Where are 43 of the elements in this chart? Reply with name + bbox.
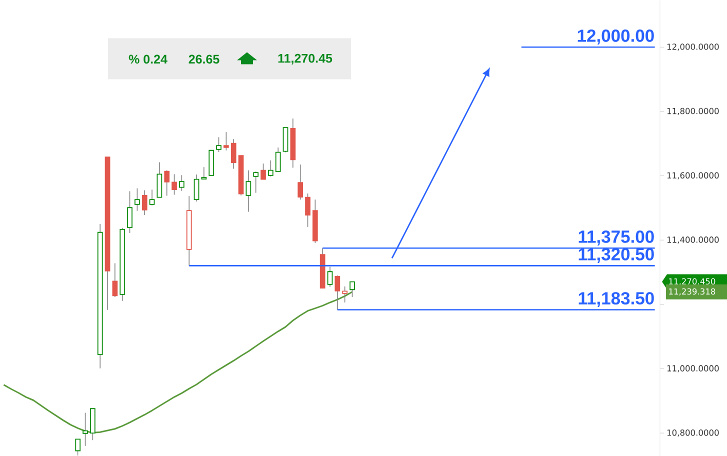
candlestick: [224, 131, 229, 151]
candlestick: [82, 412, 88, 446]
ref-line-label: 12,000.00: [578, 29, 654, 44]
candlestick: [334, 274, 340, 310]
candlestick: [142, 190, 148, 216]
text: 11,239.318: [669, 288, 716, 296]
annotation: 11,270.45: [278, 54, 332, 64]
candlestick: [282, 126, 288, 153]
candlestick: [156, 162, 162, 198]
ref-line-label: 11,183.50: [578, 292, 654, 307]
candlestick: [172, 174, 177, 195]
y-tick-label: 10,800.0000: [667, 429, 719, 436]
annotation: 26.65: [188, 54, 220, 64]
candlestick: [260, 162, 266, 180]
y-tick-label: 11,400.0000: [667, 236, 719, 244]
candlestick: [230, 138, 236, 169]
candlestick: [216, 136, 222, 152]
candlestick: [194, 174, 200, 202]
y-tick-label: 11,800.0000: [667, 108, 719, 115]
candlestick: [164, 170, 170, 196]
candlestick: [201, 166, 207, 180]
y-tick-label: 12,000.0000: [667, 43, 719, 50]
candlestick: [305, 192, 310, 228]
candlestick: [298, 164, 304, 200]
candlestick: [342, 286, 348, 303]
y-tick-label: 11,600.0000: [667, 172, 719, 180]
text: 11,270.450: [669, 278, 716, 286]
candlestick: [275, 146, 281, 172]
candlestick: [268, 160, 274, 177]
candlestick: [127, 190, 132, 234]
ref-line-label: 11,375.00: [578, 230, 654, 246]
y-tick-label: 11,000.0000: [667, 364, 719, 372]
candlestick: [149, 189, 155, 206]
candlestick: [179, 174, 184, 192]
ref-line-label: 11,320.50: [578, 248, 654, 263]
candlestick: [253, 171, 259, 194]
candlestick: [112, 262, 118, 298]
candlestick: [327, 266, 333, 287]
candlestick: [350, 281, 355, 298]
candlestick: [134, 188, 140, 212]
annotation: % 0.24: [128, 54, 168, 64]
candlestick: [246, 170, 252, 212]
candlestick: [75, 438, 81, 456]
